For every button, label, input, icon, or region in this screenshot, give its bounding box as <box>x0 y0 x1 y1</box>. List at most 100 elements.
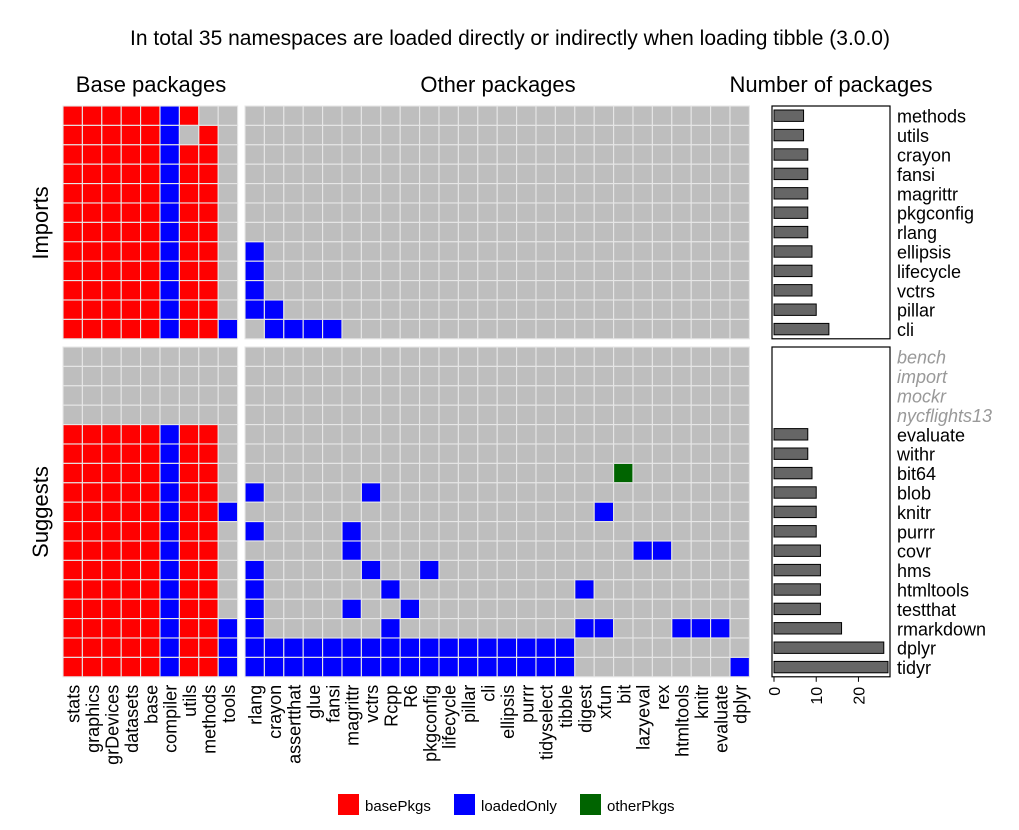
heat-cell <box>593 385 615 406</box>
heat-cell <box>438 280 459 301</box>
heat-cell <box>302 202 324 223</box>
heat-cell <box>380 365 401 387</box>
heat-cell <box>360 579 382 600</box>
heat-cell <box>217 482 239 503</box>
heat-cell <box>198 241 219 262</box>
heat-cell <box>360 299 382 320</box>
heat-cell <box>244 124 265 146</box>
heat-cell <box>651 559 673 581</box>
column-label: base <box>141 685 161 724</box>
heat-cell <box>380 656 401 678</box>
heat-cell <box>477 385 498 406</box>
heat-cell <box>710 559 731 581</box>
heat-cell <box>159 579 180 600</box>
chart-title: In total 35 namespaces are loaded direct… <box>130 27 890 50</box>
heat-cell <box>710 443 731 464</box>
heat-cell <box>101 124 122 146</box>
heat-cell <box>62 598 83 620</box>
column-label: R6 <box>401 685 421 708</box>
heat-cell <box>380 124 401 146</box>
heat-cell <box>632 260 653 282</box>
heat-cell <box>380 202 401 223</box>
heat-cell <box>438 656 459 678</box>
heat-cell <box>263 656 285 678</box>
heat-cell <box>613 540 634 561</box>
heat-cell <box>554 105 576 126</box>
heat-cell <box>101 637 122 658</box>
heat-cell <box>477 124 498 146</box>
heat-cell <box>217 424 239 445</box>
heat-cell <box>81 424 103 445</box>
heat-cell <box>477 299 498 320</box>
heat-cell <box>81 618 103 639</box>
heat-cell <box>217 365 239 387</box>
heat-cell <box>244 183 265 204</box>
heat-cell <box>690 637 712 658</box>
heat-cell <box>244 462 265 484</box>
heat-cell <box>302 443 324 464</box>
heat-cell <box>419 280 440 301</box>
heat-cell <box>283 637 304 658</box>
heat-cell <box>554 462 576 484</box>
row-label: import <box>897 367 948 387</box>
heat-cell <box>140 144 161 165</box>
heat-cell <box>690 443 712 464</box>
column-label: lazyeval <box>634 685 654 750</box>
heat-cell <box>81 385 103 406</box>
heat-cell <box>244 202 265 223</box>
heat-cell <box>516 598 537 620</box>
heat-cell <box>651 462 673 484</box>
heat-cell <box>690 424 712 445</box>
heat-cell <box>283 598 304 620</box>
heat-cell <box>496 618 518 639</box>
heat-cell <box>140 443 161 464</box>
heat-cell <box>159 540 180 561</box>
heat-cell <box>613 183 634 204</box>
heat-cell <box>120 656 142 678</box>
heat-cell <box>690 202 712 223</box>
column-label: purrr <box>517 685 537 723</box>
heat-cell <box>101 221 122 243</box>
heat-cell <box>217 598 239 620</box>
legend-label-basePkgs: basePkgs <box>365 798 431 815</box>
heat-cell <box>198 404 219 426</box>
heat-cell <box>419 144 440 165</box>
heat-cell <box>535 618 556 639</box>
heat-cell <box>632 521 653 542</box>
heat-cell <box>341 260 362 282</box>
facet-label-suggests: Suggests <box>28 466 53 558</box>
legend: basePkgs loadedOnly otherPkgs <box>338 794 675 815</box>
heat-cell <box>516 579 537 600</box>
heat-cell <box>593 521 615 542</box>
heat-cell <box>651 365 673 387</box>
column-label: utils <box>180 685 200 717</box>
heat-cell <box>496 105 518 126</box>
heat-cell <box>632 202 653 223</box>
heat-cell <box>322 124 343 146</box>
heat-cell <box>360 559 382 581</box>
heat-cell <box>477 144 498 165</box>
column-label: stats <box>64 685 84 723</box>
heat-cell <box>101 424 122 445</box>
heat-cell <box>554 501 576 523</box>
heat-cell <box>322 318 343 340</box>
column-label: assertthat <box>285 685 305 764</box>
heat-cell <box>535 385 556 406</box>
heat-cell <box>302 280 324 301</box>
package-count-bars: methodsutilscrayonfansimagrittrpkgconfig… <box>767 105 992 705</box>
heat-cell <box>399 559 421 581</box>
heat-cell <box>651 105 673 126</box>
heat-cell <box>159 124 180 146</box>
row-label: crayon <box>897 146 951 166</box>
heat-cell <box>593 424 615 445</box>
heat-cell <box>671 559 692 581</box>
heat-cell <box>322 280 343 301</box>
heat-cell <box>690 462 712 484</box>
heat-cell <box>632 318 653 340</box>
heat-cell <box>302 579 324 600</box>
heat-cell <box>651 443 673 464</box>
heat-cell <box>438 424 459 445</box>
heat-cell <box>120 404 142 426</box>
heat-cell <box>217 385 239 406</box>
row-label: pillar <box>897 301 935 321</box>
